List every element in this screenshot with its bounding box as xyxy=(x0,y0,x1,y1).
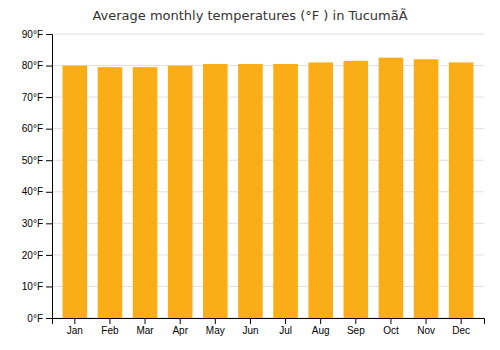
x-tick: Apr xyxy=(172,318,188,336)
y-tick-label: 80°F xyxy=(22,60,43,71)
y-tick-label: 70°F xyxy=(22,92,43,103)
y-tick-label: 60°F xyxy=(22,123,43,134)
x-tick: Aug xyxy=(312,318,330,336)
x-axis-line xyxy=(53,319,485,325)
y-tick-mark xyxy=(46,255,52,256)
y-tick-mark xyxy=(46,192,52,193)
y-tick: 80°F xyxy=(22,60,52,71)
y-tick-mark xyxy=(46,286,52,287)
bar xyxy=(379,58,404,318)
x-tick-mark xyxy=(390,318,391,324)
x-tick-label: Mar xyxy=(136,325,154,336)
bars xyxy=(63,58,474,318)
bar xyxy=(414,59,439,318)
x-tick: Dec xyxy=(452,318,470,336)
x-tick: Nov xyxy=(417,318,435,336)
y-tick: 20°F xyxy=(22,250,52,261)
y-tick: 70°F xyxy=(22,92,52,103)
x-tick-label: Apr xyxy=(172,325,188,336)
bar xyxy=(168,66,193,318)
x-tick-mark xyxy=(145,318,146,324)
x-tick-mark xyxy=(109,318,110,324)
x-tick-mark xyxy=(180,318,181,324)
y-tick-label: 0°F xyxy=(27,313,43,324)
x-tick: Oct xyxy=(383,318,399,336)
bar xyxy=(203,64,228,318)
y-tick-mark xyxy=(46,97,52,98)
y-tick-mark xyxy=(46,66,52,67)
y-tick: 10°F xyxy=(22,281,52,292)
x-tick-label: Jan xyxy=(67,325,83,336)
x-tick: Jan xyxy=(67,318,83,336)
x-tick-mark xyxy=(285,318,286,324)
bar xyxy=(308,62,333,318)
bar xyxy=(449,62,474,318)
bar xyxy=(238,64,263,318)
x-tick-label: Feb xyxy=(101,325,119,336)
y-tick-mark xyxy=(46,160,52,161)
x-tick-label: May xyxy=(206,325,225,336)
y-tick: 40°F xyxy=(22,186,52,197)
plot: 0°F 10°F 20°F 30°F 40°F 50°F 60°F 70°F 80°F 90°F J… xyxy=(22,29,485,336)
bar xyxy=(63,66,88,318)
y-tick-label: 30°F xyxy=(22,218,43,229)
x-tick: Jun xyxy=(242,318,258,336)
y-axis: 0°F 10°F 20°F 30°F 40°F 50°F 60°F 70°F 80°F 90°F xyxy=(22,29,53,324)
y-tick-label: 90°F xyxy=(22,29,43,40)
chart: Average monthly temperatures (°F ) in Tu… xyxy=(0,0,500,350)
x-tick-mark xyxy=(461,318,462,324)
x-tick: Feb xyxy=(101,318,119,336)
y-tick: 30°F xyxy=(22,218,52,229)
y-tick: 0°F xyxy=(27,313,52,324)
x-tick-mark xyxy=(320,318,321,324)
x-tick-mark xyxy=(355,318,356,324)
x-tick: Mar xyxy=(136,318,154,336)
y-tick-mark xyxy=(46,34,52,35)
x-tick: May xyxy=(206,318,225,336)
x-tick: Sep xyxy=(347,318,365,336)
grid-line xyxy=(52,34,484,35)
x-axis: Jan Feb Mar Apr May Jun Jul Aug Sep Oct Nov Dec xyxy=(53,318,485,336)
y-tick: 90°F xyxy=(22,29,52,40)
bar xyxy=(273,64,298,318)
y-tick-label: 10°F xyxy=(22,281,43,292)
x-tick-mark xyxy=(426,318,427,324)
x-tick-label: Nov xyxy=(417,325,435,336)
x-tick-label: Dec xyxy=(452,325,470,336)
x-tick-mark xyxy=(74,318,75,324)
x-tick-mark xyxy=(250,318,251,324)
bar xyxy=(344,61,369,318)
x-tick-label: Aug xyxy=(312,325,330,336)
y-tick: 50°F xyxy=(22,155,52,166)
y-tick-mark xyxy=(46,223,52,224)
x-tick-mark xyxy=(215,318,216,324)
y-tick-label: 40°F xyxy=(22,186,43,197)
x-tick-label: Jun xyxy=(242,325,258,336)
y-tick-mark xyxy=(46,129,52,130)
grid xyxy=(52,34,484,318)
y-tick-label: 50°F xyxy=(22,155,43,166)
y-tick-mark xyxy=(46,318,52,319)
title: Average monthly temperatures (°F ) in Tu… xyxy=(92,8,407,23)
x-tick-label: Jul xyxy=(279,325,292,336)
bar xyxy=(98,67,123,318)
bar xyxy=(133,67,158,318)
y-tick-label: 20°F xyxy=(22,250,43,261)
x-tick: Jul xyxy=(279,318,292,336)
y-tick: 60°F xyxy=(22,123,52,134)
y-axis-line xyxy=(46,35,53,319)
x-tick-label: Sep xyxy=(347,325,365,336)
x-tick-label: Oct xyxy=(383,325,399,336)
